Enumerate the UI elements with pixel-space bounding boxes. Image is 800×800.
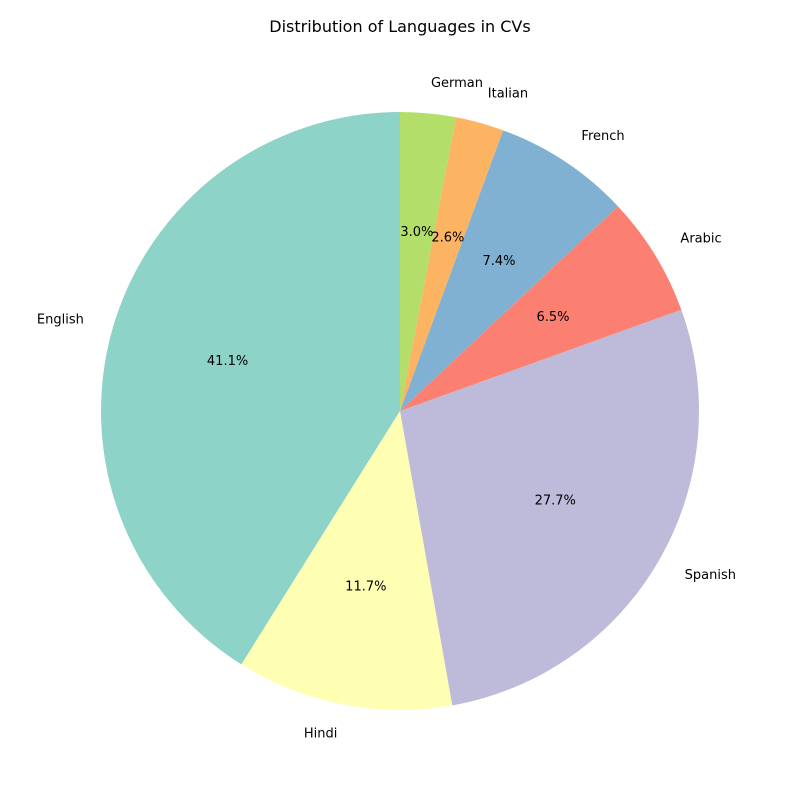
pie-slice-french [400,130,618,411]
pct-label-spanish: 27.7% [535,493,576,508]
pct-label-italian: 2.6% [431,231,464,246]
pie-slice-spanish [400,309,700,706]
slice-label-arabic: Arabic [680,232,721,247]
pct-label-hindi: 11.7% [345,580,386,595]
slices-layer [101,112,700,710]
pie-slice-arabic [400,206,682,411]
pie-slice-italian [400,117,504,411]
slice-label-italian: Italian [488,87,528,102]
pie-slice-hindi [241,411,453,710]
pct-label-german: 3.0% [400,225,433,240]
slice-label-german: German [431,76,483,91]
slice-label-french: French [581,129,624,144]
chart-title: Distribution of Languages in CVs [269,17,530,36]
pct-label-english: 41.1% [207,354,248,369]
pct-label-arabic: 6.5% [536,310,569,325]
labels-layer: English 41.1% Hindi 11.7% Spanish 27.7% Arabic… [37,76,736,741]
slice-label-english: English [37,313,84,328]
pie-slice-english [101,112,400,665]
pct-label-french: 7.4% [482,254,515,269]
pie-slice-german [400,112,457,411]
slice-label-spanish: Spanish [685,568,736,583]
slice-label-hindi: Hindi [304,726,338,741]
